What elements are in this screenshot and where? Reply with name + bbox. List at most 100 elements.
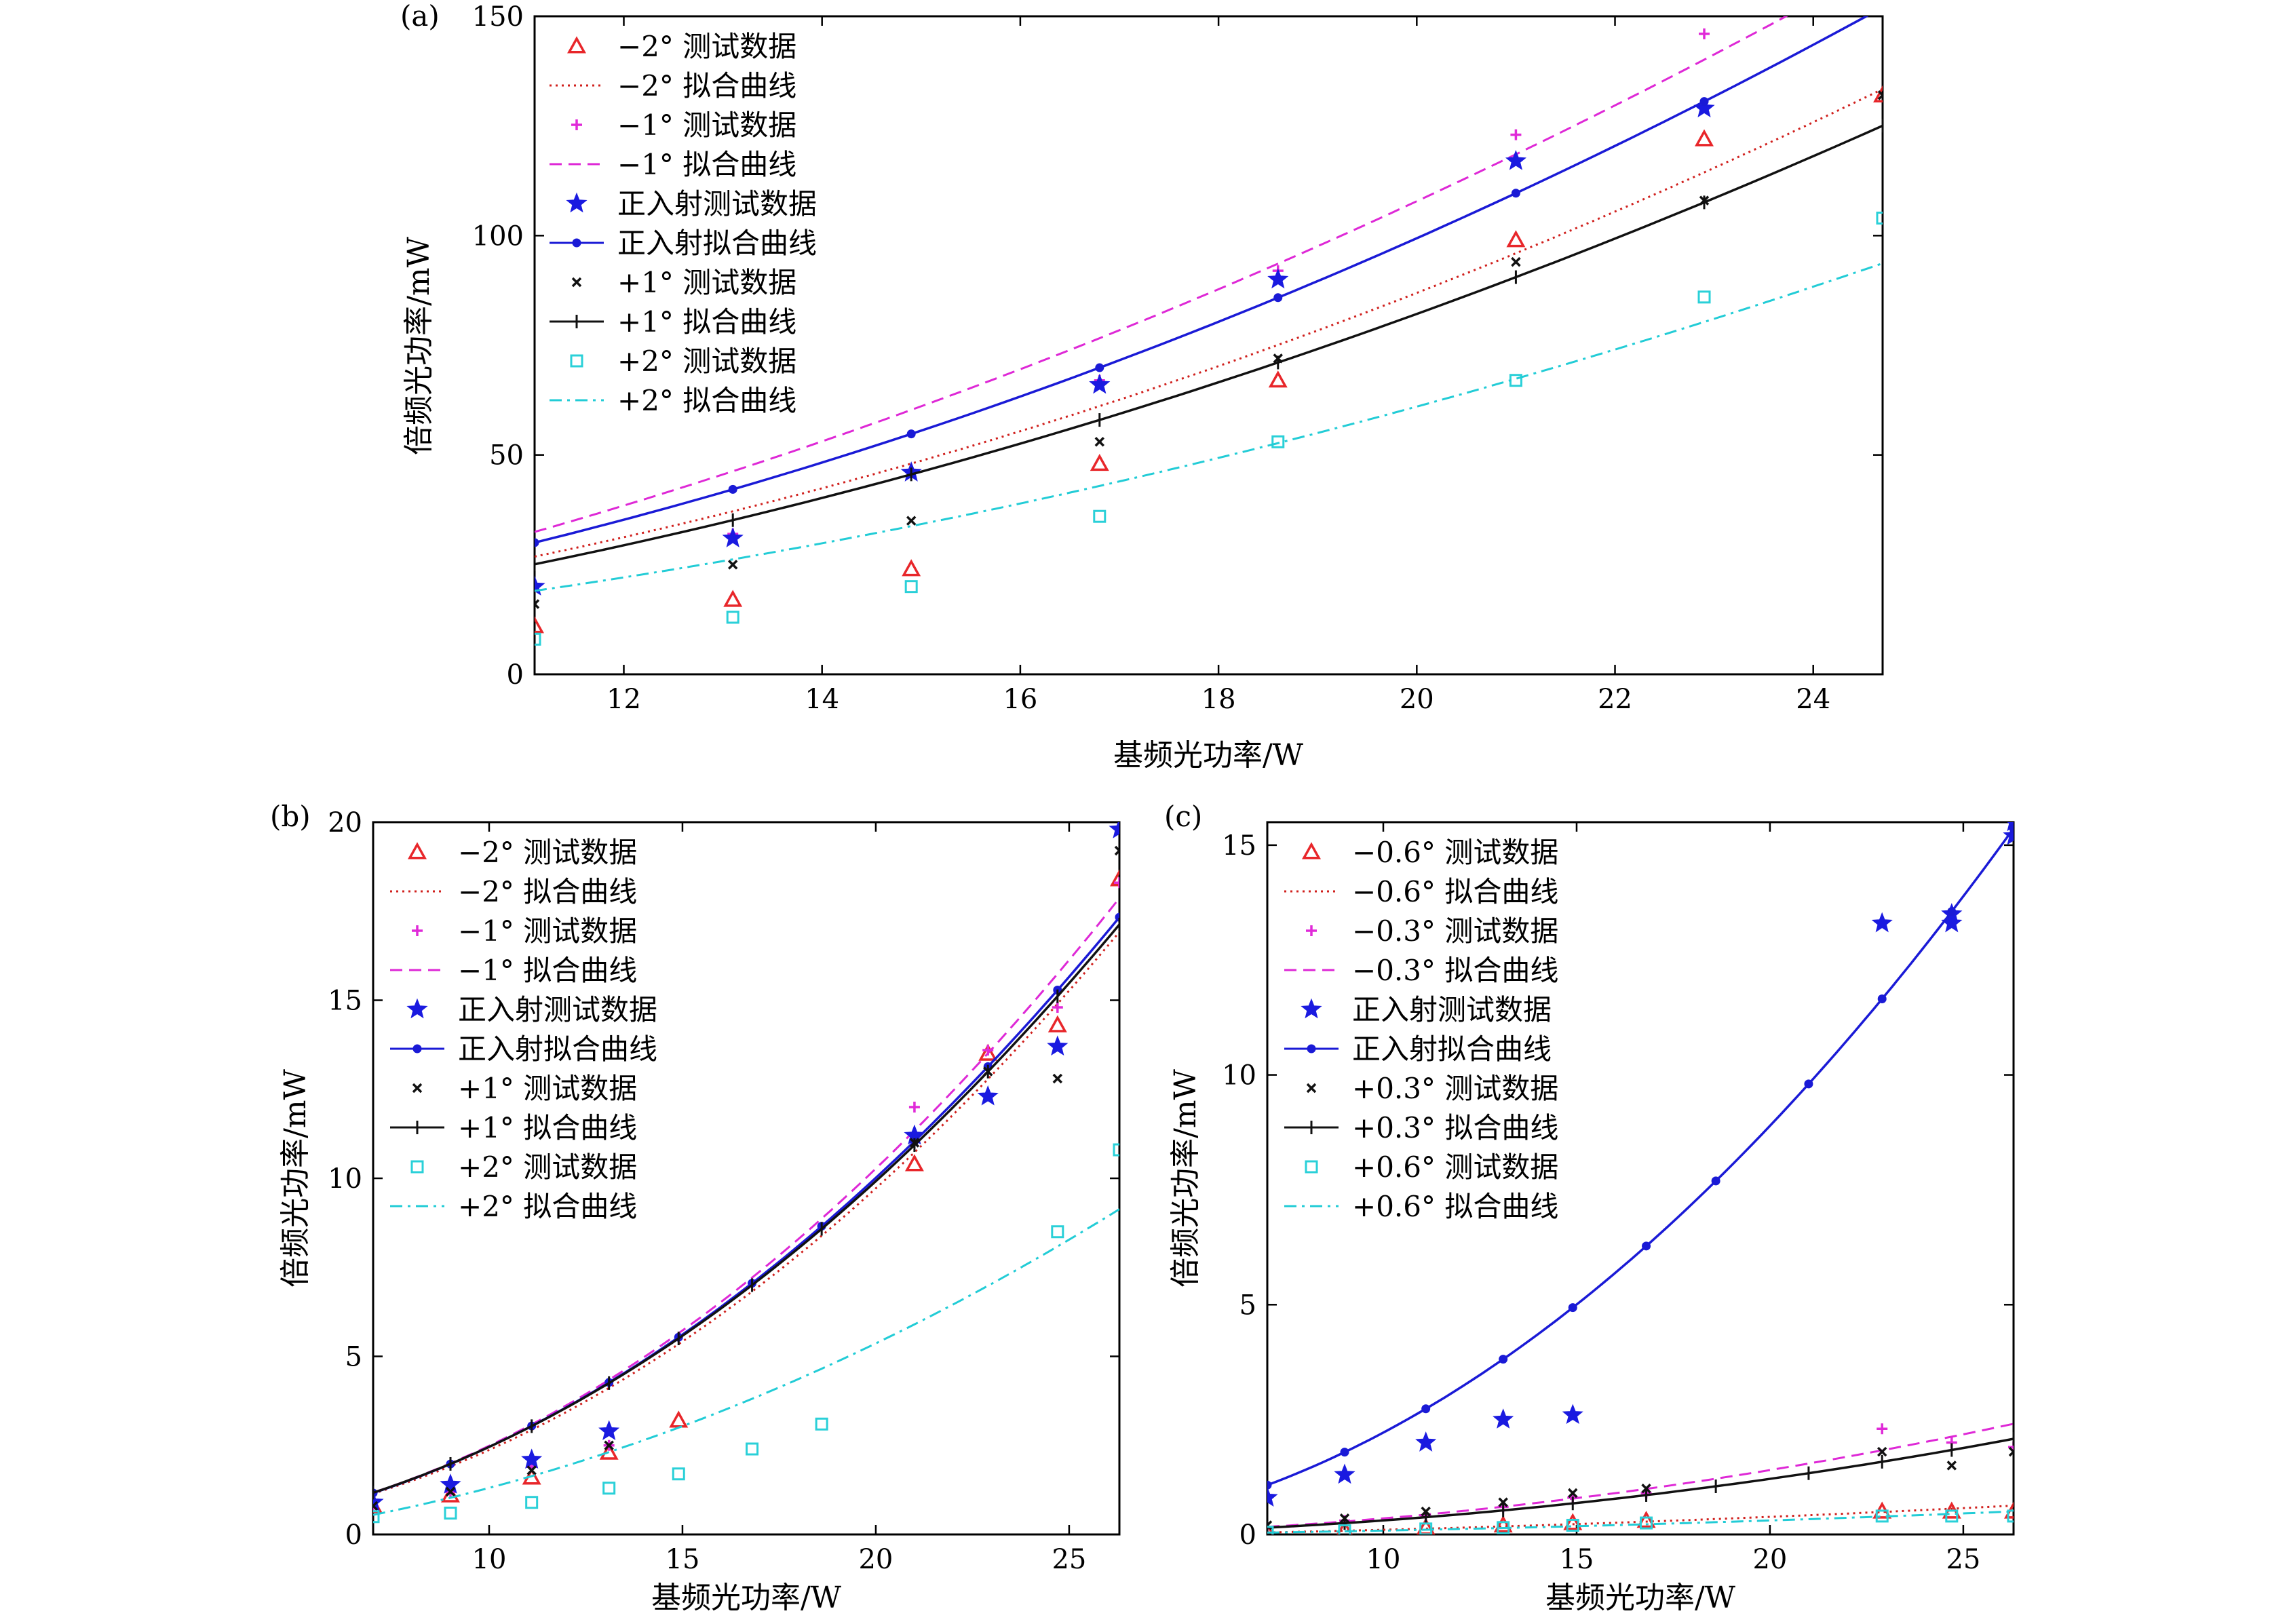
data-point [1877, 1446, 1887, 1457]
legend-label: −0.3° 拟合曲线 [1352, 954, 1558, 987]
data-point [727, 560, 738, 570]
fit-line-marker [1340, 1448, 1349, 1457]
legend-label: −2° 拟合曲线 [458, 875, 637, 908]
fit-line-a-5 [535, 16, 1869, 544]
data-point [373, 1491, 384, 1512]
legend-label: −1° 测试数据 [617, 109, 796, 142]
legend-item: +2° 拟合曲线 [390, 1190, 637, 1223]
data-point [908, 1102, 920, 1113]
panel-b-series [373, 822, 1119, 1524]
data-point [1636, 1511, 1656, 1528]
legend-label: 正入射测试数据 [1352, 993, 1552, 1026]
x-tick-label: 20 [1752, 1544, 1787, 1575]
data-point [906, 516, 917, 526]
panel-b-y-axis-label: 倍频光功率/mW [278, 1068, 313, 1288]
legend-item: −0.6° 测试数据 [1302, 836, 1558, 869]
fit-line-marker [1877, 994, 1887, 1003]
legend-item: −1° 拟合曲线 [550, 148, 796, 181]
data-point [1271, 435, 1285, 448]
panel-b-x-axis-label: 基频光功率/W [651, 1581, 842, 1615]
data-point [1109, 822, 1119, 838]
legend-item: −2° 拟合曲线 [390, 875, 637, 908]
x-tick-label: 20 [858, 1544, 893, 1575]
data-point [723, 589, 743, 607]
x-tick-label: 20 [1400, 684, 1434, 715]
x-tick-label: 10 [1366, 1544, 1401, 1575]
data-point [1113, 1143, 1119, 1157]
y-tick-label: 10 [1222, 1060, 1256, 1091]
legend-label: +2° 拟合曲线 [617, 384, 796, 417]
legend-label: +0.3° 拟合曲线 [1352, 1111, 1558, 1144]
data-point [1052, 1002, 1063, 1013]
data-point [672, 1467, 685, 1481]
legend-item: −1° 测试数据 [571, 109, 796, 142]
data-point [1052, 1073, 1063, 1084]
panel-c: (c) 10 15 20 25 0 5 10 15 基频光功率/W 倍频光功率/mW −0.… [1164, 800, 2015, 1615]
data-point [1509, 374, 1522, 387]
data-point [1873, 85, 1883, 102]
legend-item: −0.3° 拟合曲线 [1284, 954, 1558, 987]
legend-label: +0.6° 拟合曲线 [1352, 1190, 1558, 1223]
data-point [373, 1501, 379, 1511]
x-tick-label: 15 [666, 1544, 700, 1575]
y-tick-label: 15 [328, 986, 362, 1017]
y-tick-label: 20 [328, 807, 362, 838]
legend-label: −1° 拟合曲线 [458, 954, 637, 987]
panel-c-legend: −0.6° 测试数据 −0.6° 拟合曲线 −0.3° 测试数据 −0.3° 拟合曲线… [1284, 836, 1558, 1223]
legend-label: 正入射拟合曲线 [1352, 1032, 1552, 1066]
data-point [535, 616, 544, 634]
legend-item: −1° 测试数据 [412, 914, 637, 948]
data-point [1110, 869, 1119, 887]
fit-line-marker [1804, 1079, 1813, 1089]
legend-marker [1301, 998, 1322, 1019]
fit-line-marker [1568, 1303, 1577, 1313]
x-tick-label: 12 [607, 684, 641, 715]
y-tick-label: 100 [472, 220, 524, 252]
legend-label: −2° 拟合曲线 [617, 69, 796, 102]
data-point [1114, 845, 1119, 856]
legend-marker [408, 842, 427, 859]
legend-marker [1306, 1083, 1317, 1094]
fit-line-a-9 [535, 262, 1883, 592]
data-point [1510, 129, 1522, 140]
data-point [1640, 1516, 1653, 1530]
legend-marker [566, 192, 588, 213]
data-point [1946, 1461, 1957, 1471]
y-tick-label: 5 [1239, 1290, 1256, 1321]
legend-label: +1° 测试数据 [458, 1072, 637, 1105]
data-point [1498, 1497, 1508, 1507]
legend-label: −0.6° 拟合曲线 [1352, 875, 1558, 908]
legend-marker [1306, 925, 1317, 936]
legend-item: −0.3° 测试数据 [1306, 914, 1558, 948]
data-point [445, 1486, 456, 1497]
legend-item: 正入射拟合曲线 [390, 1032, 657, 1066]
fit-line-marker [1879, 3, 1887, 12]
x-tick-label: 24 [1796, 684, 1830, 715]
data-point [1945, 1509, 1959, 1523]
legend-item: +2° 拟合曲线 [550, 384, 796, 417]
legend-label: +1° 拟合曲线 [458, 1111, 637, 1144]
data-point [535, 599, 540, 609]
legend-item: +1° 测试数据 [571, 266, 796, 299]
fit-line-c-5 [1267, 828, 2014, 1486]
panel-b-y-ticks: 0 5 10 15 20 [328, 807, 1119, 1551]
fit-line-marker [2009, 824, 2014, 833]
data-point [978, 1043, 998, 1061]
data-point [1334, 1463, 1355, 1484]
y-tick-label: 0 [1239, 1520, 1256, 1551]
fit-line-c-7 [1267, 1437, 2014, 1529]
y-tick-label: 5 [345, 1342, 362, 1373]
data-point [1506, 230, 1526, 248]
fit-line-marker [906, 429, 916, 439]
data-point [535, 632, 541, 646]
data-point [1047, 1035, 1069, 1056]
legend-marker [1305, 1160, 1318, 1174]
x-tick-label: 22 [1598, 684, 1632, 715]
legend-marker [570, 354, 583, 368]
panel-a-x-ticks: 12 14 16 18 20 22 24 [607, 16, 1830, 715]
data-point [669, 1410, 689, 1428]
x-tick-label: 25 [1052, 1544, 1086, 1575]
data-point [1871, 912, 1893, 933]
fit-line-b-7 [373, 923, 1119, 1494]
y-tick-label: 10 [328, 1163, 362, 1195]
